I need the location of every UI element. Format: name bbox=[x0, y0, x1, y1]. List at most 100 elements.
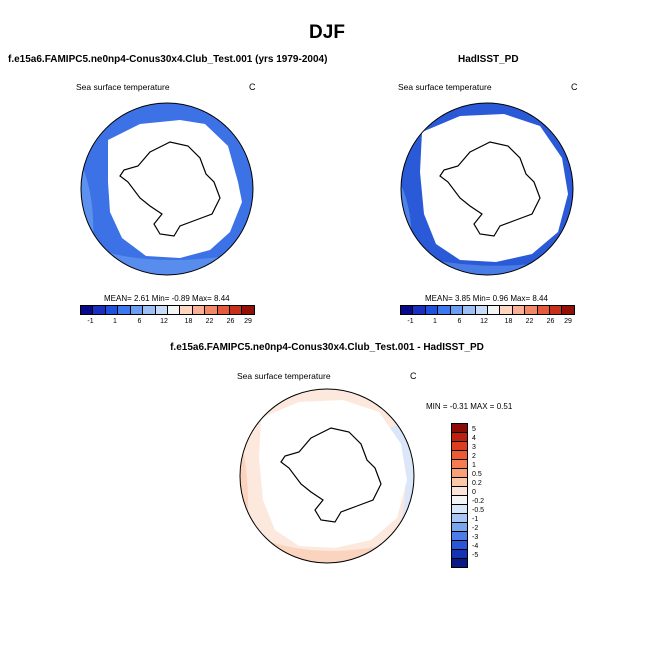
cbar-seg bbox=[425, 306, 439, 314]
cbar-seg bbox=[452, 424, 467, 433]
tick-label: 0 bbox=[472, 489, 476, 496]
cbar-seg bbox=[118, 306, 131, 314]
figure-title: DJF bbox=[309, 22, 345, 43]
cbar-seg bbox=[167, 306, 181, 314]
tick-label: -4 bbox=[472, 543, 479, 550]
tick-label: 1 bbox=[472, 462, 476, 469]
cbar-seg bbox=[452, 550, 467, 559]
tick-label: -3 bbox=[472, 534, 479, 541]
panel-diff-units: C bbox=[410, 371, 417, 381]
cbar-seg bbox=[500, 306, 513, 314]
cbar-seg bbox=[452, 433, 467, 442]
cbar-seg bbox=[525, 306, 538, 314]
tick-label: 26 bbox=[546, 318, 555, 325]
tick-label: 22 bbox=[205, 318, 214, 325]
cbar-seg bbox=[413, 306, 426, 314]
tick-label: 18 bbox=[184, 318, 193, 325]
cbar-seg bbox=[452, 469, 467, 478]
panel-obs-title: HadISST_PD bbox=[458, 54, 519, 65]
map-border bbox=[80, 102, 254, 276]
tick-label: -1 bbox=[407, 318, 414, 325]
panel-model-stats: MEAN= 2.61 Min= -0.89 Max= 8.44 bbox=[104, 294, 230, 303]
cbar-seg bbox=[550, 306, 563, 314]
cbar-seg bbox=[452, 559, 467, 567]
cbar-seg bbox=[93, 306, 106, 314]
tick-label: -5 bbox=[472, 552, 479, 559]
cbar-seg bbox=[452, 496, 467, 505]
cbar-seg bbox=[155, 306, 168, 314]
cbar-seg bbox=[452, 442, 467, 451]
cbar-seg bbox=[143, 306, 156, 314]
map-border bbox=[400, 102, 574, 276]
cbar-seg bbox=[401, 306, 414, 314]
tick-label: 26 bbox=[226, 318, 235, 325]
tick-label: 4 bbox=[472, 435, 476, 442]
cbar-seg bbox=[452, 460, 467, 469]
tick-label: 29 bbox=[564, 318, 572, 325]
cbar-seg bbox=[452, 487, 467, 496]
cbar-seg bbox=[475, 306, 488, 314]
tick-label: 1 bbox=[433, 318, 437, 325]
cbar-seg bbox=[452, 532, 467, 541]
tick-label: -0.2 bbox=[472, 498, 485, 505]
sea-ice-mask bbox=[108, 120, 242, 258]
cbar-seg bbox=[452, 514, 467, 523]
tick-label: 6 bbox=[137, 318, 142, 325]
tick-label: 29 bbox=[244, 318, 252, 325]
sea-ice-mask bbox=[259, 400, 407, 548]
cbar-seg bbox=[562, 306, 574, 314]
tick-label: 6 bbox=[457, 318, 462, 325]
cbar-seg bbox=[180, 306, 193, 314]
tick-label: 22 bbox=[525, 318, 534, 325]
cbar-seg bbox=[438, 306, 451, 314]
cbar-seg bbox=[463, 306, 476, 314]
tick-label: -1 bbox=[472, 516, 479, 523]
panel-model-units: C bbox=[249, 82, 256, 92]
tick-label: 5 bbox=[472, 426, 476, 433]
map-obs-sst bbox=[400, 102, 574, 276]
cbar-seg bbox=[512, 306, 526, 314]
cbar-seg bbox=[450, 306, 464, 314]
colorbar-diff bbox=[451, 423, 468, 568]
antarctica-coastline bbox=[439, 141, 541, 237]
tick-label: 18 bbox=[504, 318, 513, 325]
colorbar-diff-ticks: 5 4 3 2 1 0.5 0.2 0 -0.2 -0.5 -1 -2 -3 -… bbox=[472, 423, 502, 568]
panel-model-title: f.e15a6.FAMIPC5.ne0np4-Conus30x4.Club_Te… bbox=[8, 54, 328, 65]
cbar-seg bbox=[230, 306, 243, 314]
cbar-seg bbox=[452, 541, 467, 550]
cbar-seg bbox=[130, 306, 144, 314]
cbar-seg bbox=[452, 478, 467, 487]
panel-obs-variable: Sea surface temperature bbox=[398, 82, 492, 92]
tick-label: 0.5 bbox=[472, 471, 482, 478]
cbar-seg bbox=[217, 306, 231, 314]
tick-label: 3 bbox=[472, 444, 476, 451]
cbar-seg bbox=[192, 306, 206, 314]
cbar-seg bbox=[205, 306, 218, 314]
cbar-seg bbox=[452, 523, 467, 532]
panel-model-variable: Sea surface temperature bbox=[76, 82, 170, 92]
antarctica-coastline bbox=[280, 427, 382, 523]
map-border bbox=[239, 388, 415, 564]
colorbar-obs bbox=[400, 305, 575, 315]
panel-diff-stats: MIN = -0.31 MAX = 0.51 bbox=[426, 402, 513, 411]
cbar-seg bbox=[452, 505, 467, 514]
panel-diff-variable: Sea surface temperature bbox=[237, 371, 331, 381]
cbar-seg bbox=[537, 306, 551, 314]
map-diff-sst bbox=[239, 388, 415, 564]
colorbar-model-ticks: -1 1 6 12 18 22 26 29 bbox=[80, 318, 255, 328]
cbar-seg bbox=[105, 306, 119, 314]
cbar-seg bbox=[487, 306, 501, 314]
sea-ice-mask bbox=[420, 114, 568, 262]
tick-label: 12 bbox=[480, 318, 488, 325]
tick-label: 12 bbox=[160, 318, 168, 325]
cbar-seg bbox=[242, 306, 254, 314]
tick-label: 2 bbox=[472, 453, 476, 460]
map-model-sst bbox=[80, 102, 254, 276]
tick-label: 1 bbox=[113, 318, 117, 325]
colorbar-obs-ticks: -1 1 6 12 18 22 26 29 bbox=[400, 318, 575, 328]
tick-label: 0.2 bbox=[472, 480, 482, 487]
antarctica-coastline bbox=[119, 141, 221, 237]
panel-obs-stats: MEAN= 3.85 Min= 0.96 Max= 8.44 bbox=[425, 294, 548, 303]
tick-label: -0.5 bbox=[472, 507, 485, 514]
panel-diff-title: f.e15a6.FAMIPC5.ne0np4-Conus30x4.Club_Te… bbox=[170, 342, 484, 353]
